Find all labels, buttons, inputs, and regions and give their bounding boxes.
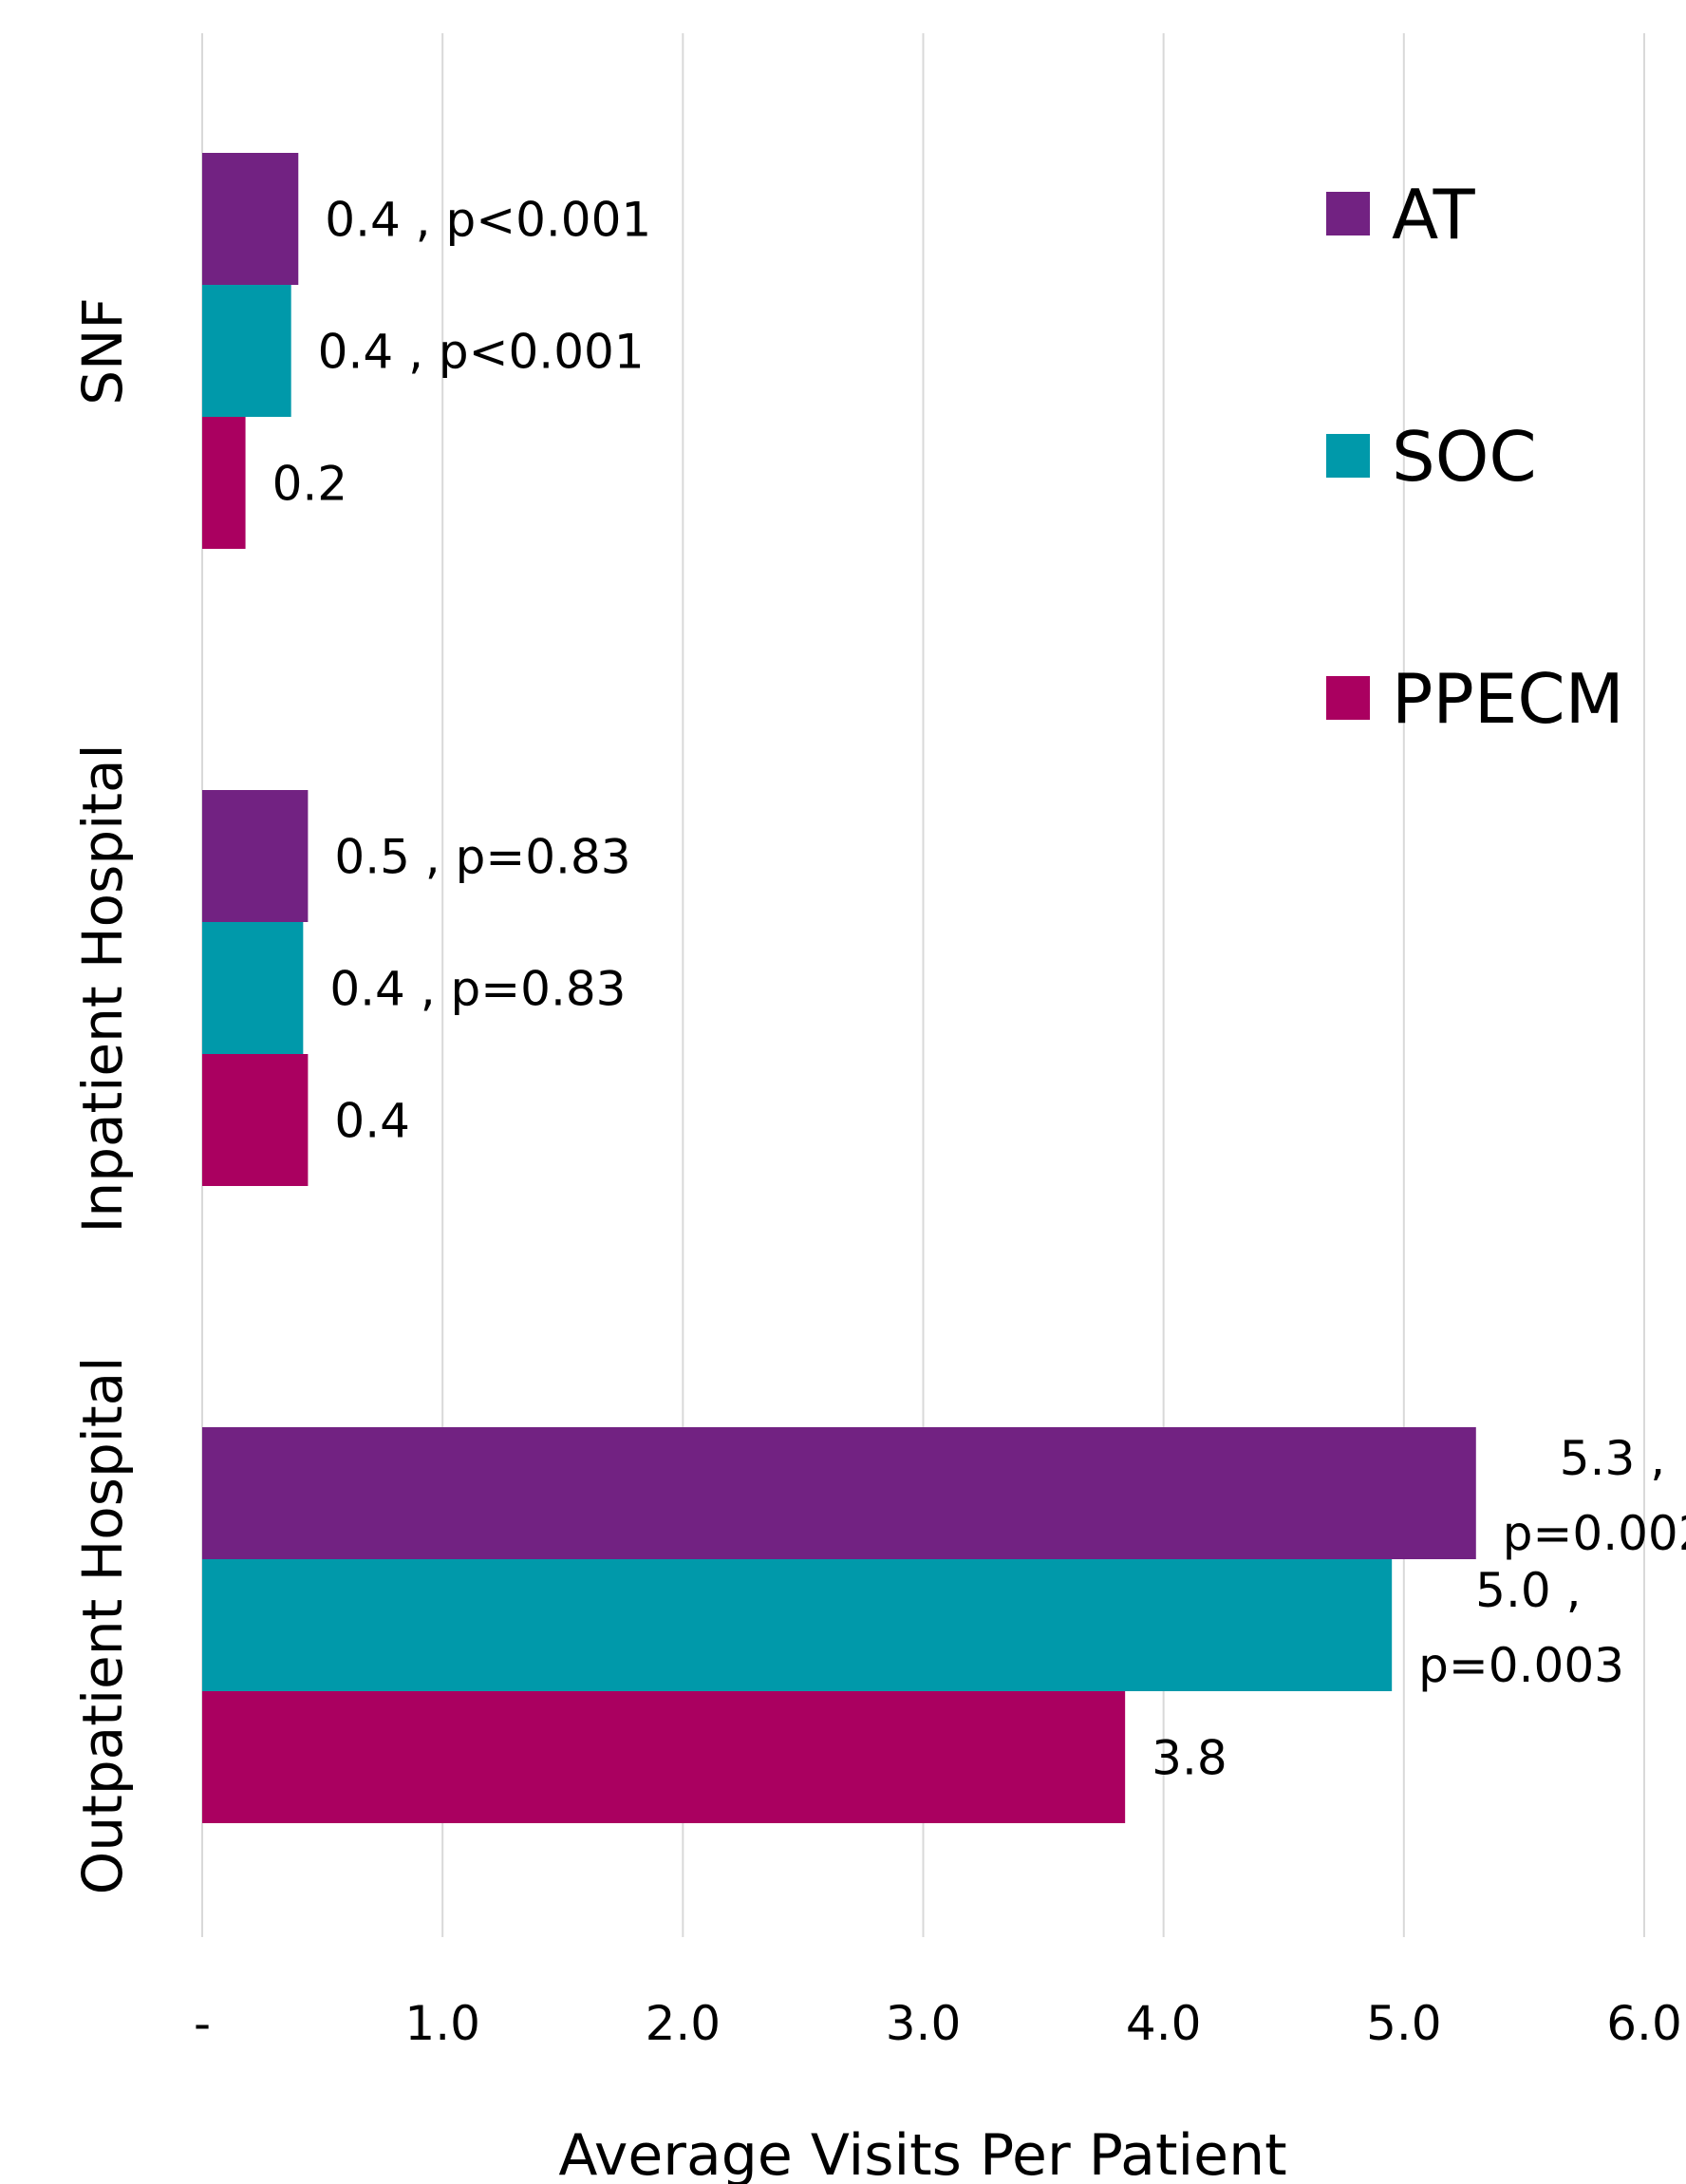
data-label: 0.4 , p=0.83 [329,962,626,1017]
data-label: p=0.003 [1418,1638,1624,1693]
bar-at-snf [202,153,299,285]
x-tick-label: 1.0 [404,1996,480,2051]
legend-label: AT [1392,175,1476,254]
bar-soc-snf [202,285,291,417]
data-label: 5.3 , [1560,1431,1665,1486]
category-label: Outpatient Hospital [70,1357,135,1895]
bars [202,153,1476,1823]
bar-ppecm-snf [202,417,246,549]
bar-at-inpatient-hospital [202,790,309,922]
legend-swatch [1326,676,1370,720]
x-tick-labels: - 1.0 2.0 3.0 4.0 5.0 6.0 [194,1996,1682,2051]
bar-soc-outpatient-hospital [202,1559,1393,1691]
data-label: 0.4 , p<0.001 [325,193,651,248]
bar-at-outpatient-hospital [202,1427,1476,1559]
data-label: 3.8 [1152,1731,1227,1786]
category-label: Inpatient Hospital [70,744,135,1233]
category-label: SNF [70,297,135,405]
x-tick-label: 6.0 [1606,1996,1682,2051]
legend-swatch [1326,192,1370,235]
legend-label: PPECM [1392,659,1624,739]
x-tick-label: - [194,1996,211,2051]
legend-swatch [1326,434,1370,478]
x-tick-label: 3.0 [886,1996,962,2051]
data-label: 0.4 [334,1094,410,1149]
bar-soc-inpatient-hospital [202,922,304,1054]
data-label: 0.4 , p<0.001 [318,325,645,380]
gridlines [201,33,1645,1937]
x-tick-label: 5.0 [1366,1996,1442,2051]
bar-ppecm-outpatient-hospital [202,1691,1126,1823]
legend: AT SOC PPECM [1326,175,1624,739]
x-tick-label: 4.0 [1126,1996,1202,2051]
legend-label: SOC [1392,417,1537,497]
x-axis-title: Average Visits Per Patient [558,2122,1286,2184]
bar-ppecm-inpatient-hospital [202,1054,309,1186]
data-labels: 0.4 , p<0.001 0.5 , p=0.83 5.3 , p=0.002 0.4… [272,193,1686,1786]
data-label: 0.2 [272,457,348,512]
category-labels: SNF Inpatient Hospital Outpatient Hospital [70,297,135,1894]
data-label: 0.5 , p=0.83 [334,830,630,885]
data-label: 5.0 , [1475,1563,1581,1618]
data-label: p=0.002 [1503,1506,1686,1561]
x-tick-label: 2.0 [646,1996,721,2051]
